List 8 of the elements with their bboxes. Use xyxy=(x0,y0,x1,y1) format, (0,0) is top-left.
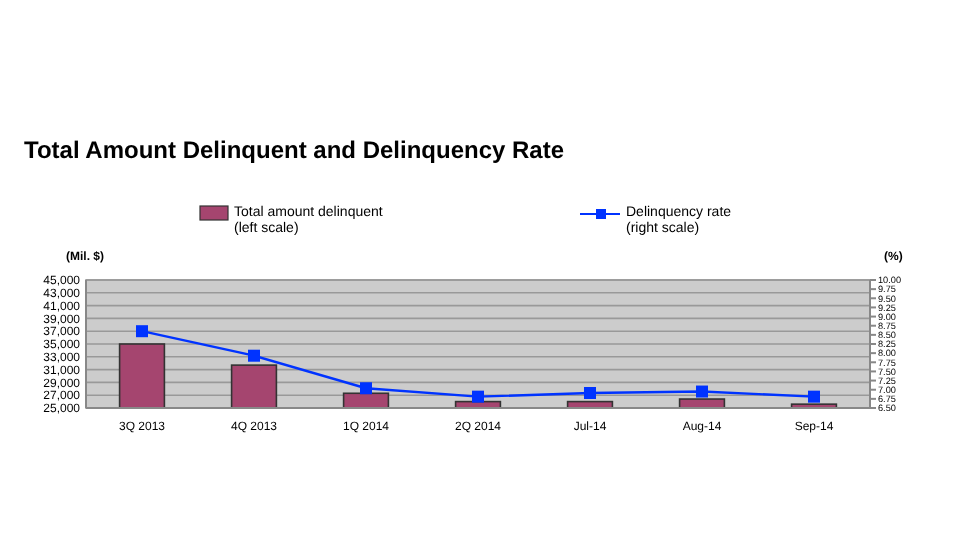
point xyxy=(696,385,708,398)
point xyxy=(360,382,372,395)
point xyxy=(248,349,260,362)
point xyxy=(808,390,820,403)
chart-title: Total Amount Delinquent and Delinquency Rate xyxy=(24,136,565,164)
point xyxy=(584,387,596,400)
point xyxy=(136,325,148,338)
point xyxy=(472,390,484,403)
